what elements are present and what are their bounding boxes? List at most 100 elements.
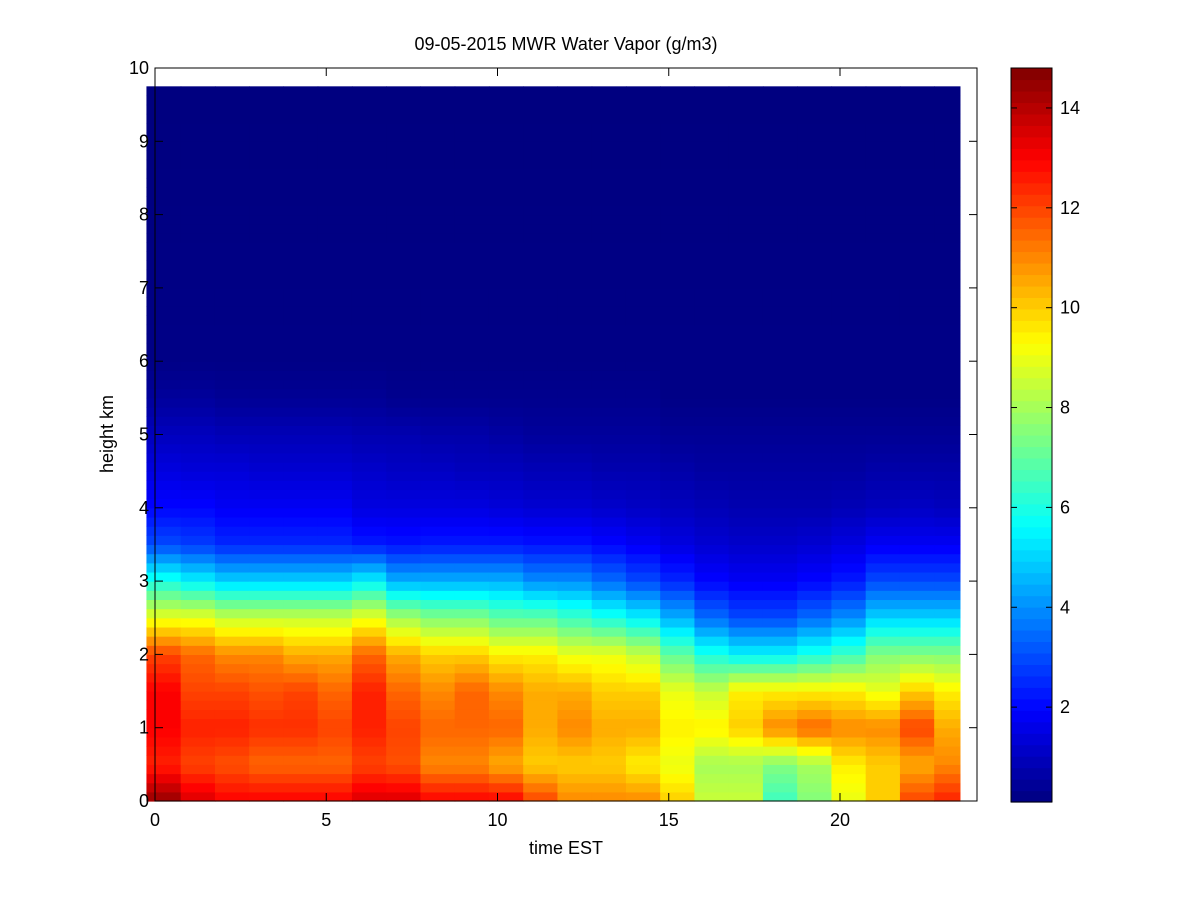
heatmap-cell: [728, 388, 764, 399]
heatmap-cell: [660, 361, 696, 371]
heatmap-cell: [454, 553, 490, 564]
heatmap-cell: [317, 746, 353, 756]
heatmap-cell: [523, 709, 559, 720]
heatmap-cell: [214, 461, 250, 472]
heatmap-cell: [249, 562, 285, 573]
heatmap-cell: [283, 645, 319, 655]
heatmap-cell: [934, 269, 961, 280]
heatmap-cell: [420, 452, 456, 463]
heatmap-cell: [249, 471, 285, 481]
heatmap-cell: [591, 681, 627, 692]
heatmap-cell: [454, 205, 490, 216]
heatmap-cell: [899, 544, 935, 555]
heatmap-cell: [420, 223, 456, 234]
heatmap-cell: [454, 480, 490, 491]
heatmap-cell: [591, 452, 627, 463]
heatmap-cell: [351, 617, 387, 628]
heatmap-cell: [488, 434, 524, 445]
heatmap-cell: [214, 709, 250, 720]
heatmap-cell: [214, 590, 250, 601]
x-axis-ticks: 0 5 10 15 20: [150, 68, 850, 830]
heatmap-cell: [351, 571, 387, 582]
heatmap-cell: [351, 407, 387, 417]
heatmap-cell: [694, 159, 730, 170]
colorbar-tick-label: 4: [1060, 597, 1070, 617]
heatmap-cell: [591, 764, 627, 775]
heatmap-cell: [591, 535, 627, 546]
heatmap-cell: [351, 507, 387, 518]
heatmap-cell: [728, 663, 764, 674]
heatmap-cell: [488, 452, 524, 463]
heatmap-cell: [660, 498, 696, 509]
heatmap-cell: [899, 187, 935, 197]
heatmap-cell: [899, 461, 935, 472]
heatmap-cell: [283, 416, 319, 426]
heatmap-cell: [249, 617, 285, 628]
heatmap-cell: [351, 736, 387, 747]
heatmap-cell: [831, 150, 867, 161]
heatmap-cell: [899, 132, 935, 142]
heatmap-cell: [625, 379, 661, 390]
heatmap-cell: [625, 443, 661, 454]
heatmap-cell: [762, 471, 798, 481]
heatmap-cell: [386, 608, 422, 619]
heatmap-cell: [762, 507, 798, 518]
heatmap-cell: [386, 709, 422, 720]
heatmap-cell: [762, 361, 798, 371]
heatmap-cell: [214, 691, 250, 701]
heatmap-cell: [420, 379, 456, 390]
heatmap-cell: [728, 159, 764, 170]
heatmap-cell: [283, 260, 319, 271]
heatmap-cell: [591, 352, 627, 362]
heatmap-cell: [660, 388, 696, 399]
colorbar-step: [1011, 377, 1052, 390]
heatmap-cell: [694, 168, 730, 179]
heatmap-cell: [865, 388, 901, 399]
heatmap-cell: [865, 269, 901, 280]
heatmap-cell: [557, 342, 593, 353]
heatmap-cell: [420, 425, 456, 436]
heatmap-cell: [934, 746, 961, 756]
heatmap-cell: [762, 755, 798, 765]
heatmap-cell: [797, 535, 833, 546]
heatmap-cell: [249, 498, 285, 509]
heatmap-cell: [831, 590, 867, 601]
heatmap-cell: [831, 727, 867, 738]
heatmap-cell: [762, 672, 798, 683]
heatmap-cell: [249, 443, 285, 454]
heatmap-cell: [146, 232, 182, 243]
heatmap-cell: [454, 397, 490, 408]
heatmap-cell: [625, 461, 661, 472]
heatmap-cell: [660, 95, 696, 106]
heatmap-cell: [557, 260, 593, 271]
heatmap-cell: [214, 342, 250, 353]
heatmap-cell: [899, 507, 935, 518]
heatmap-cell: [420, 196, 456, 207]
heatmap-cell: [831, 177, 867, 188]
heatmap-cell: [625, 471, 661, 481]
heatmap-cell: [625, 141, 661, 152]
colorbar-step: [1011, 412, 1052, 425]
heatmap-cell: [180, 361, 216, 371]
heatmap-cell: [351, 214, 387, 225]
heatmap-cell: [557, 122, 593, 133]
heatmap-cell: [762, 342, 798, 353]
heatmap-cell: [762, 232, 798, 243]
heatmap-cell: [660, 571, 696, 582]
heatmap-cell: [488, 342, 524, 353]
heatmap-cell: [934, 223, 961, 234]
heatmap-cell: [317, 507, 353, 518]
heatmap-cell: [180, 590, 216, 601]
heatmap-cell: [146, 122, 182, 133]
heatmap-cell: [283, 516, 319, 527]
heatmap-cell: [386, 562, 422, 573]
heatmap-cell: [762, 516, 798, 527]
heatmap-cell: [899, 141, 935, 152]
heatmap-cell: [728, 187, 764, 197]
heatmap-cell: [694, 443, 730, 454]
heatmap-cell: [386, 242, 422, 252]
heatmap-cell: [797, 214, 833, 225]
heatmap-cell: [420, 352, 456, 362]
heatmap-cell: [249, 709, 285, 720]
heatmap-cell: [214, 535, 250, 546]
